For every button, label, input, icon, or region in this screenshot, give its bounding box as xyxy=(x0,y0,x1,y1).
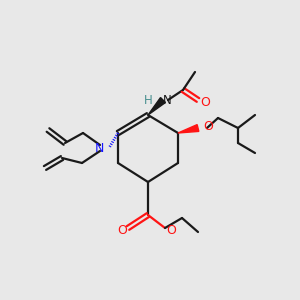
Text: H: H xyxy=(144,94,153,106)
Polygon shape xyxy=(178,124,199,133)
Text: N: N xyxy=(163,94,172,106)
Text: O: O xyxy=(200,95,210,109)
Text: O: O xyxy=(166,224,176,236)
Text: N: N xyxy=(94,142,104,154)
Text: O: O xyxy=(203,119,213,133)
Text: O: O xyxy=(117,224,127,236)
Polygon shape xyxy=(148,98,166,115)
